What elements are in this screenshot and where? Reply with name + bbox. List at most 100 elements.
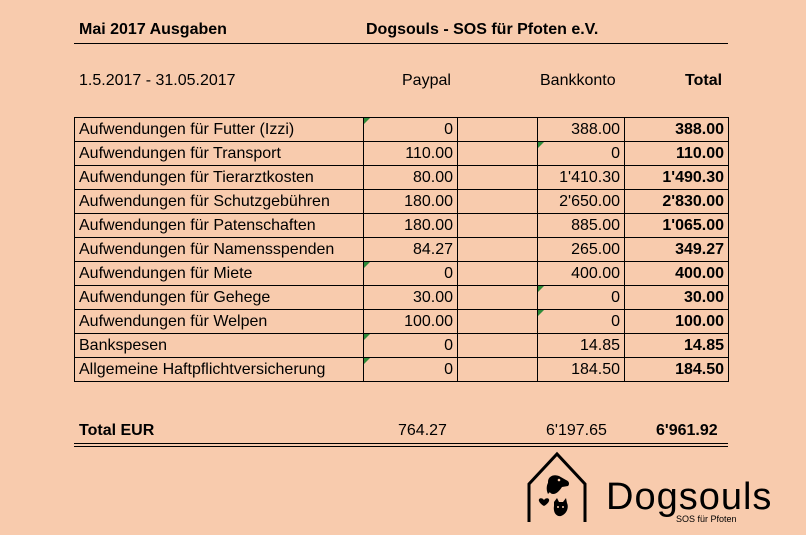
comment-indicator-icon[interactable] [538,310,544,316]
bank-cell[interactable]: 400.00 [537,261,625,286]
row-label[interactable]: Aufwendungen für Miete [74,261,364,286]
empty-cell[interactable] [457,285,538,310]
comment-indicator-icon[interactable] [538,286,544,292]
row-label[interactable]: Aufwendungen für Gehege [74,285,364,310]
row-label[interactable]: Allgemeine Haftpflichtversicherung [74,357,364,382]
paypal-cell-value: 100.00 [404,313,453,330]
row-label[interactable]: Aufwendungen für Transport [74,141,364,166]
empty-cell[interactable] [457,333,538,358]
row-label[interactable]: Aufwendungen für Futter (Izzi) [74,117,364,142]
paypal-cell[interactable]: 180.00 [363,213,458,238]
paypal-cell[interactable]: 80.00 [363,165,458,190]
empty-cell[interactable] [457,357,538,382]
comment-indicator-icon[interactable] [364,358,370,364]
row-label[interactable]: Aufwendungen für Welpen [74,309,364,334]
row-label-value: Aufwendungen für Welpen [79,313,268,330]
bank-cell-value: 1'410.30 [559,169,620,186]
table-row: Aufwendungen für Namensspenden 84.27 265.0… [74,237,729,262]
row-label-value: Bankspesen [79,337,168,354]
total-cell-value: 388.00 [675,121,724,138]
paypal-cell-value: 84.27 [412,241,453,258]
row-label[interactable]: Aufwendungen für Namensspenden [74,237,364,262]
empty-cell[interactable] [457,309,538,334]
logo-tagline: SOS für Pfoten [676,514,737,524]
paypal-cell-value: 110.00 [405,145,453,162]
empty-cell[interactable] [457,141,538,166]
total-cell[interactable]: 184.50 [624,357,729,382]
empty-cell[interactable] [457,213,538,238]
total-cell[interactable]: 1'065.00 [624,213,729,238]
organization-name: Dogsouls - SOS für Pfoten e.V. [366,21,599,38]
paypal-column-header: Paypal [402,72,451,89]
comment-indicator-icon[interactable] [364,118,370,124]
row-label-value: Allgemeine Haftpflichtversicherung [79,361,326,378]
paypal-cell-value: 180.00 [404,217,453,234]
total-cell[interactable]: 388.00 [624,117,729,142]
paypal-cell[interactable]: 84.27 [363,237,458,262]
bank-cell-value: 184.50 [571,361,620,378]
bank-cell[interactable]: 2'650.00 [537,189,625,214]
table-row: Aufwendungen für Schutzgebühren 180.00 2'6… [74,189,729,214]
logo-name: Dogsouls [606,476,773,518]
total-cell[interactable]: 1'490.30 [624,165,729,190]
bank-cell[interactable]: 0 [537,141,625,166]
total-label: Total EUR [79,422,155,439]
comment-indicator-icon[interactable] [364,334,370,340]
table-row: Aufwendungen für Miete 0 400.00 400.00 [74,261,729,286]
paypal-cell[interactable]: 180.00 [363,189,458,214]
empty-cell[interactable] [457,189,538,214]
bank-cell[interactable]: 184.50 [537,357,625,382]
total-underline [74,443,728,444]
row-label-value: Aufwendungen für Gehege [79,289,271,306]
empty-cell[interactable] [457,117,538,142]
row-label-value: Aufwendungen für Patenschaften [79,217,316,234]
paypal-cell[interactable]: 0 [363,261,458,286]
bank-cell[interactable]: 14.85 [537,333,625,358]
table-row: Bankspesen 0 14.85 14.85 [74,333,729,358]
paypal-cell-value: 30.00 [412,289,453,306]
paypal-cell[interactable]: 100.00 [363,309,458,334]
dog-house-icon [527,451,587,522]
bank-cell[interactable]: 1'410.30 [537,165,625,190]
total-cell-value: 100.00 [675,313,724,330]
comment-indicator-icon[interactable] [538,142,544,148]
total-cell-value: 2'830.00 [662,193,724,210]
total-cell[interactable]: 14.85 [624,333,729,358]
comment-indicator-icon[interactable] [364,262,370,268]
table-row: Aufwendungen für Gehege 30.00 0 30.00 [74,285,729,310]
total-cell[interactable]: 349.27 [624,237,729,262]
bank-cell[interactable]: 265.00 [537,237,625,262]
total-cell[interactable]: 2'830.00 [624,189,729,214]
bank-cell[interactable]: 885.00 [537,213,625,238]
header-divider [74,43,728,44]
total-cell[interactable]: 110.00 [624,141,729,166]
total-cell-value: 30.00 [683,289,724,306]
paypal-cell-value: 0 [444,265,453,282]
bank-cell-value: 0 [611,145,620,162]
bank-cell[interactable]: 0 [537,285,625,310]
paypal-cell[interactable]: 110.00 [363,141,458,166]
report-title: Mai 2017 Ausgaben [79,21,227,38]
paypal-cell[interactable]: 30.00 [363,285,458,310]
bank-cell[interactable]: 0 [537,309,625,334]
row-label[interactable]: Aufwendungen für Schutzgebühren [74,189,364,214]
bank-cell[interactable]: 388.00 [537,117,625,142]
row-label[interactable]: Aufwendungen für Tierarztkosten [74,165,364,190]
total-cell-value: 349.27 [675,241,724,258]
paypal-cell[interactable]: 0 [363,357,458,382]
empty-cell[interactable] [457,261,538,286]
empty-cell[interactable] [457,165,538,190]
table-row: Aufwendungen für Patenschaften 180.00 885.… [74,213,729,238]
total-column-header: Total [685,72,723,89]
total-cell[interactable]: 30.00 [624,285,729,310]
total-cell[interactable]: 100.00 [624,309,729,334]
row-label[interactable]: Bankspesen [74,333,364,358]
period-label: 1.5.2017 - 31.05.2017 [79,72,236,89]
empty-cell[interactable] [457,237,538,262]
row-label-value: Aufwendungen für Miete [79,265,253,282]
row-label[interactable]: Aufwendungen für Patenschaften [74,213,364,238]
paypal-cell[interactable]: 0 [363,333,458,358]
paypal-cell[interactable]: 0 [363,117,458,142]
total-cell[interactable]: 400.00 [624,261,729,286]
